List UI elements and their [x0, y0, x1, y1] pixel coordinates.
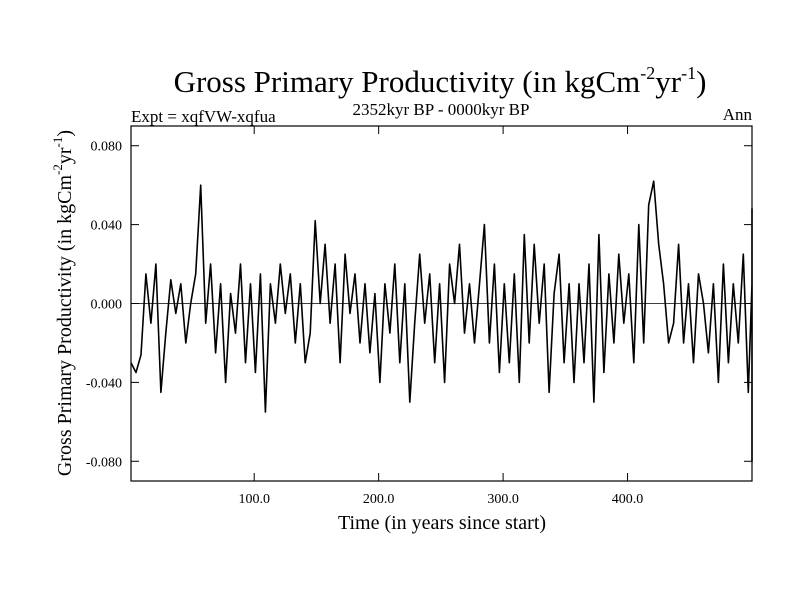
- chart-subtitle: 2352kyr BP - 0000kyr BP: [353, 100, 530, 119]
- y-tick-label: -0.080: [86, 455, 122, 470]
- x-tick-label: 300.0: [487, 492, 519, 507]
- x-tick-label: 200.0: [363, 492, 395, 507]
- y-tick-label: 0.080: [91, 140, 123, 155]
- y-axis-label: Gross Primary Productivity (in kgCm-2yr-…: [50, 130, 76, 476]
- y-tick-label: 0.040: [91, 219, 123, 234]
- x-tick-label: 100.0: [238, 492, 270, 507]
- gpp-series-line: [130, 180, 753, 463]
- season-label: Ann: [723, 105, 753, 124]
- y-tick-label: 0.000: [91, 298, 123, 313]
- x-tick-label: 400.0: [612, 492, 644, 507]
- chart-title: Gross Primary Productivity (in kgCm-2yr-…: [174, 63, 707, 99]
- x-axis-label: Time (in years since start): [338, 512, 546, 534]
- experiment-label: Expt = xqfVW-xqfua: [131, 107, 276, 126]
- y-axis-ticks: -0.080 -0.040 0.000 0.040 0.080: [86, 140, 752, 470]
- x-axis-ticks: 100.0 200.0 300.0 400.0: [238, 126, 643, 507]
- y-tick-label: -0.040: [86, 376, 122, 391]
